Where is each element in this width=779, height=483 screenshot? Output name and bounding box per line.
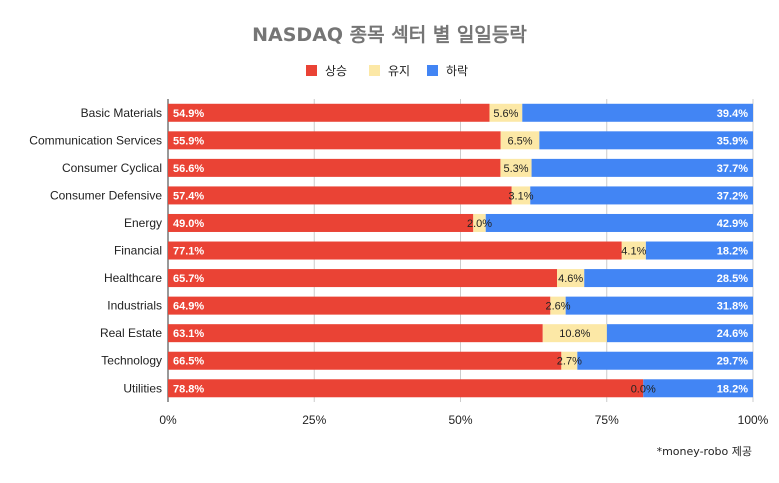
legend-swatch-3 — [427, 65, 438, 76]
bar-financial-series-1 — [168, 241, 622, 260]
data-label-rise: 49.0% — [173, 218, 204, 230]
bar-consumer-cyclical-series-2 — [500, 158, 532, 177]
category-label-utilities: Utilities — [123, 381, 162, 395]
data-label-fall: 18.2% — [717, 246, 748, 258]
bar-energy-series-1 — [168, 213, 474, 232]
data-label-fall: 39.4% — [717, 108, 748, 120]
data-label-fall: 37.7% — [717, 163, 748, 175]
data-label-fall: 31.8% — [717, 301, 748, 313]
bar-healthcare-series-3 — [584, 269, 753, 288]
category-label-consumer-defensive: Consumer Defensive — [50, 188, 162, 202]
bar-financial-series-3 — [645, 241, 753, 260]
category-label-technology: Technology — [101, 354, 162, 368]
legend-swatch-2 — [369, 65, 380, 76]
bars — [168, 103, 753, 398]
category-label-financial: Financial — [114, 244, 162, 258]
data-label-hold: 10.8% — [559, 328, 590, 340]
bar-communication-services-series-1 — [168, 131, 501, 150]
data-label-rise: 55.9% — [173, 135, 204, 147]
data-label-hold: 2.7% — [557, 356, 582, 368]
data-label-hold: 6.5% — [507, 135, 532, 147]
bar-energy-series-3 — [485, 213, 753, 232]
category-label-healthcare: Healthcare — [104, 271, 162, 285]
bar-consumer-defensive-series-3 — [530, 186, 753, 205]
data-label-fall: 35.9% — [717, 135, 748, 147]
category-label-industrials: Industrials — [107, 299, 162, 313]
data-label-hold: 0.0% — [631, 383, 656, 395]
data-label-rise: 65.7% — [173, 273, 204, 285]
data-label-hold: 5.6% — [493, 108, 518, 120]
x-tick-label: 25% — [302, 413, 326, 427]
data-label-rise: 66.5% — [173, 356, 204, 368]
bar-utilities-series-1 — [168, 379, 644, 398]
data-label-hold: 4.6% — [558, 273, 583, 285]
bar-basic-materials-series-1 — [168, 103, 490, 122]
data-label-rise: 63.1% — [173, 328, 204, 340]
bar-consumer-defensive-series-2 — [511, 186, 531, 205]
category-label-basic-materials: Basic Materials — [81, 106, 162, 120]
data-label-fall: 42.9% — [717, 218, 748, 230]
x-tick-label: 100% — [738, 413, 769, 427]
data-label-fall: 28.5% — [717, 273, 748, 285]
bar-consumer-cyclical-series-1 — [168, 158, 501, 177]
bar-industrials-series-2 — [550, 296, 566, 315]
x-tick-label: 75% — [595, 413, 619, 427]
category-label-communication-services: Communication Services — [29, 133, 162, 147]
bar-technology-series-1 — [168, 351, 562, 370]
category-label-real-estate: Real Estate — [100, 326, 162, 340]
data-label-hold: 2.0% — [467, 218, 492, 230]
data-label-rise: 77.1% — [173, 246, 204, 258]
data-label-rise: 54.9% — [173, 108, 204, 120]
bar-real-estate-series-2 — [542, 324, 607, 343]
bar-consumer-cyclical-series-3 — [531, 158, 753, 177]
bar-utilities-series-3 — [643, 379, 753, 398]
bar-consumer-defensive-series-1 — [168, 186, 512, 205]
data-label-fall: 37.2% — [717, 190, 748, 202]
bar-industrials-series-1 — [168, 296, 551, 315]
bar-healthcare-series-1 — [168, 269, 558, 288]
data-label-rise: 78.8% — [173, 383, 204, 395]
category-label-consumer-cyclical: Consumer Cyclical — [62, 161, 162, 175]
bar-real-estate-series-1 — [168, 324, 543, 343]
chart-title: NASDAQ 종목 섹터 별 일일등락 — [252, 24, 527, 46]
legend-swatch-1 — [306, 65, 317, 76]
bar-technology-series-2 — [561, 351, 578, 370]
x-tick-label: 50% — [448, 413, 472, 427]
category-label-energy: Energy — [124, 216, 162, 230]
legend-label-1: 상승 — [325, 64, 347, 78]
bar-basic-materials-series-3 — [522, 103, 753, 122]
bar-communication-services-series-3 — [539, 131, 753, 150]
legend: 상승 유지 하락 — [306, 64, 468, 78]
data-label-fall: 24.6% — [717, 328, 748, 340]
data-label-hold: 4.1% — [621, 246, 646, 258]
data-label-fall: 29.7% — [717, 356, 748, 368]
bar-industrials-series-3 — [565, 296, 753, 315]
x-axis-ticks: 0% 25% 50% 75% 100% — [159, 413, 768, 427]
data-label-fall: 18.2% — [717, 383, 748, 395]
category-labels: Basic Materials Communication Services Con… — [29, 106, 162, 395]
data-labels: 54.9% 5.6% 39.4% 55.9% 6.5% 35.9% 56.6% 5.3% 37.… — [173, 108, 748, 395]
x-tick-label: 0% — [159, 413, 177, 427]
bar-technology-series-3 — [577, 351, 753, 370]
credit-note: *money-robo 제공 — [657, 445, 752, 458]
data-label-rise: 57.4% — [173, 190, 204, 202]
bar-healthcare-series-2 — [557, 269, 585, 288]
data-label-rise: 64.9% — [173, 301, 204, 313]
bar-financial-series-2 — [621, 241, 646, 260]
legend-label-2: 유지 — [388, 64, 410, 78]
bar-communication-services-series-2 — [500, 131, 540, 150]
bar-basic-materials-series-2 — [489, 103, 523, 122]
data-label-hold: 3.1% — [508, 190, 533, 202]
legend-label-3: 하락 — [446, 64, 468, 78]
data-label-hold: 2.6% — [545, 301, 570, 313]
data-label-rise: 56.6% — [173, 163, 204, 175]
bar-energy-series-2 — [473, 213, 486, 232]
data-label-hold: 5.3% — [503, 163, 528, 175]
bar-real-estate-series-3 — [606, 324, 753, 343]
